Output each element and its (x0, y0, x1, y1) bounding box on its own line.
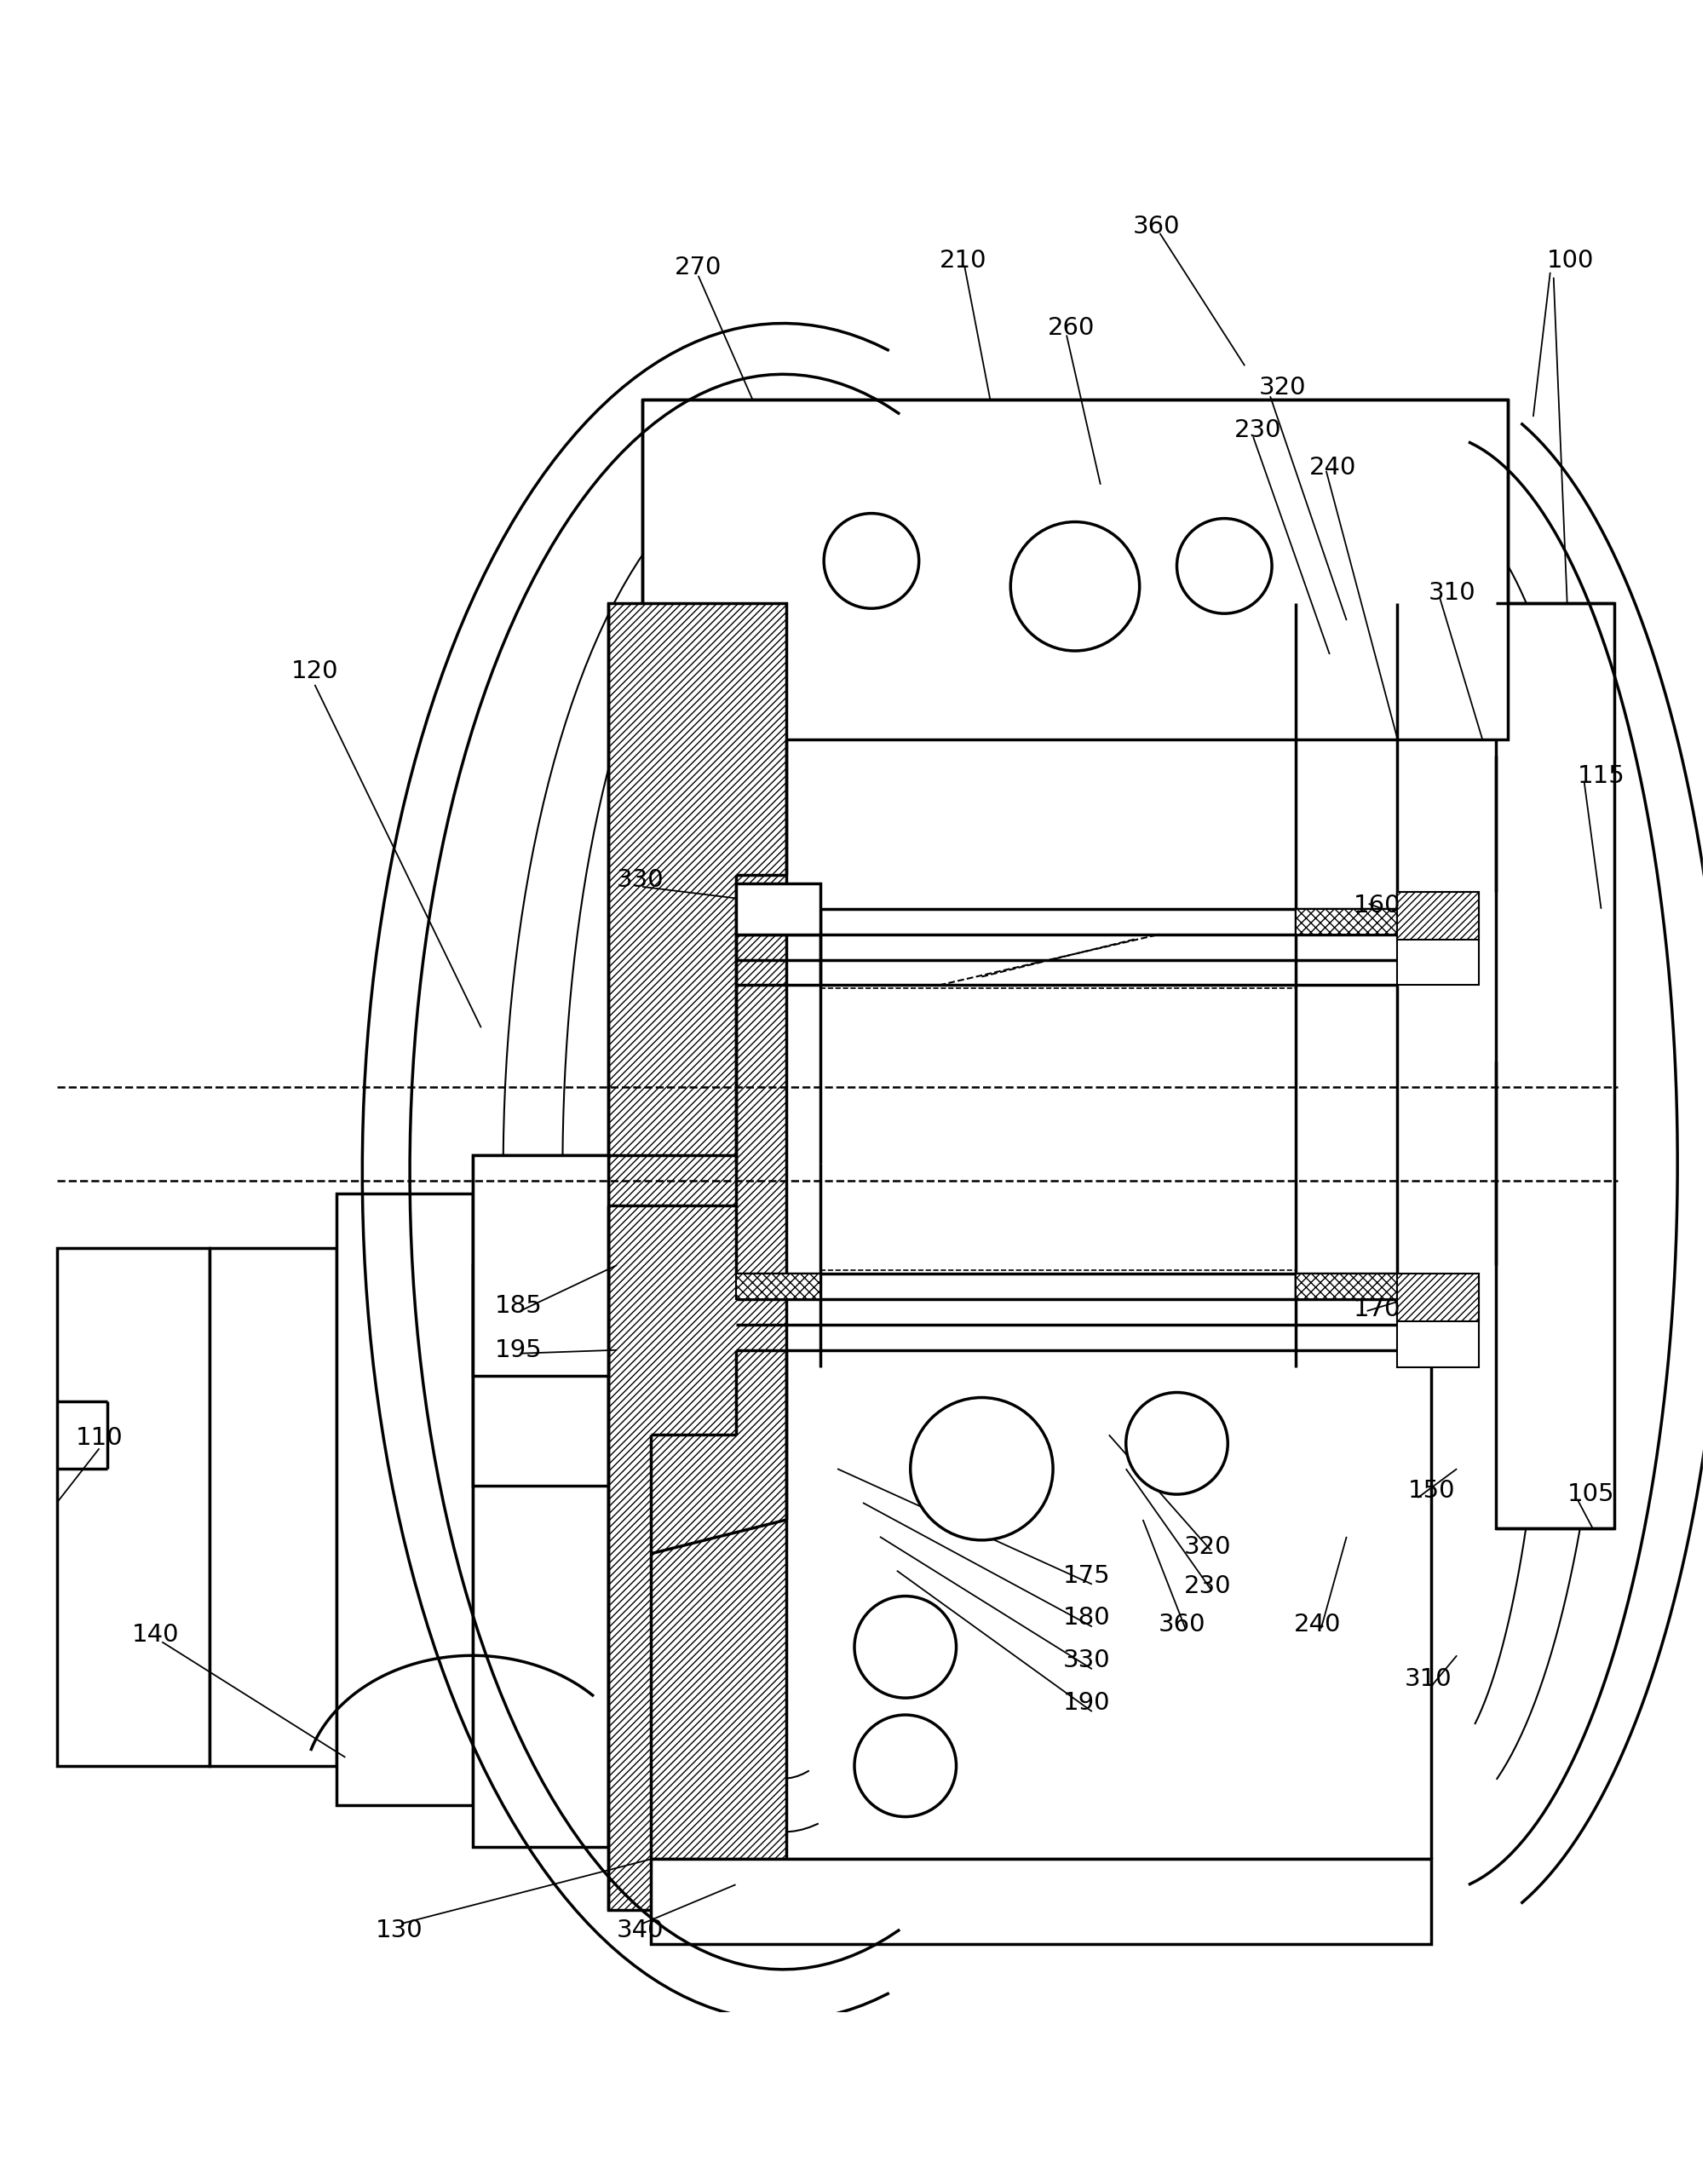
Text: 130: 130 (376, 1918, 424, 1941)
Text: 120: 120 (290, 660, 338, 684)
Text: 360: 360 (1158, 1613, 1204, 1637)
Bar (642, 399, 1506, 740)
Text: 330: 330 (1062, 1648, 1110, 1672)
Text: 170: 170 (1353, 1296, 1401, 1322)
Bar (336, 1195, 473, 1805)
Bar (1397, 1273, 1477, 1322)
Text: 340: 340 (617, 1918, 664, 1941)
Bar (608, 604, 786, 1911)
Text: 185: 185 (494, 1294, 541, 1318)
Bar (473, 1154, 608, 1376)
Bar (734, 1273, 820, 1299)
Circle shape (1177, 518, 1271, 613)
Text: 240: 240 (1293, 1613, 1341, 1637)
Text: 140: 140 (132, 1624, 179, 1648)
Bar (734, 908, 820, 934)
Bar (1295, 908, 1397, 934)
Circle shape (1126, 1393, 1226, 1495)
Text: 320: 320 (1257, 375, 1305, 399)
Bar (734, 884, 820, 934)
Text: 105: 105 (1566, 1482, 1614, 1506)
Bar (1397, 891, 1477, 938)
Circle shape (823, 513, 919, 608)
Bar (210, 1249, 336, 1767)
Bar (1397, 1273, 1477, 1368)
Bar (651, 1859, 1431, 1943)
Circle shape (854, 1715, 956, 1816)
Text: 190: 190 (1062, 1691, 1110, 1715)
Text: 180: 180 (1062, 1607, 1110, 1631)
Text: 175: 175 (1062, 1564, 1110, 1588)
Circle shape (854, 1596, 956, 1698)
Text: 210: 210 (939, 248, 986, 272)
Circle shape (1009, 522, 1139, 651)
Text: 260: 260 (1047, 317, 1095, 341)
Bar (1295, 1273, 1397, 1299)
Text: 230: 230 (1235, 418, 1281, 442)
Bar (1494, 604, 1614, 1527)
Bar (1397, 891, 1477, 986)
Text: 270: 270 (675, 255, 721, 278)
Text: 195: 195 (495, 1337, 541, 1361)
Text: 150: 150 (1407, 1480, 1454, 1503)
Text: 320: 320 (1184, 1536, 1230, 1560)
Text: 230: 230 (1184, 1575, 1230, 1598)
Bar (473, 1266, 608, 1486)
Bar (56, 1249, 210, 1767)
Text: 160: 160 (1353, 893, 1401, 917)
Text: 310: 310 (1404, 1667, 1452, 1691)
Text: 330: 330 (617, 867, 664, 891)
Text: 240: 240 (1308, 455, 1356, 479)
Text: 115: 115 (1576, 764, 1624, 787)
Bar (473, 1154, 608, 1846)
Text: 360: 360 (1132, 216, 1180, 239)
Text: 110: 110 (75, 1426, 123, 1450)
Text: 310: 310 (1428, 580, 1474, 606)
Text: 100: 100 (1546, 248, 1594, 272)
Circle shape (910, 1398, 1052, 1540)
